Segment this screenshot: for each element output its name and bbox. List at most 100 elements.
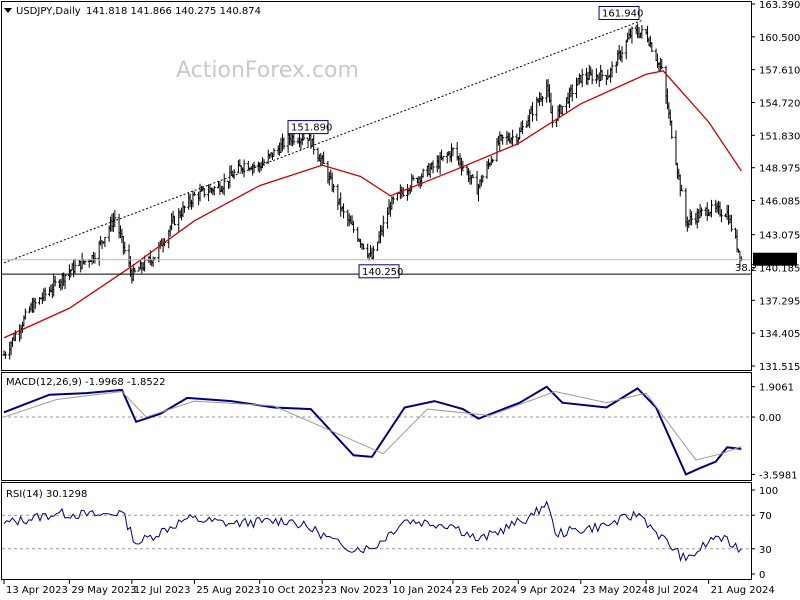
price-y-tick-label: 140.185 [759,264,800,275]
x-tick-label: 8 Jul 2024 [648,585,698,596]
price-bar [3,351,7,359]
price-bar [421,168,425,178]
price-bar [212,185,216,196]
price-bar [674,130,678,166]
price-bar [700,207,704,217]
price-bar [491,158,495,164]
price-bar [312,134,316,155]
x-tick-label: 23 May 2024 [583,585,648,596]
price-bar [719,209,723,223]
price-bar [292,133,296,145]
price-bar [570,84,574,102]
moving-average-line [3,70,742,339]
price-bar [670,120,674,139]
x-tick-label: 13 Apr 2023 [6,585,68,596]
price-bar [133,267,137,273]
price-bar [560,105,564,116]
price-bar [391,196,395,205]
price-bar [690,211,694,226]
x-tick-label: 29 May 2023 [71,585,136,596]
x-tick-label: 10 Oct 2023 [262,585,324,596]
price-y-tick-label: 134.405 [759,329,800,340]
retracement-label: 38.2 [735,263,757,274]
macd-panel-frame [1,372,752,481]
price-y-tick-label: 151.830 [759,131,800,142]
x-tick-label: 10 Jan 2024 [392,585,452,596]
price-bar [600,69,604,81]
price-bar [63,274,67,290]
price-bar [272,147,276,157]
price-bar [624,39,628,60]
price-bar [471,174,475,179]
price-y-tick-label: 131.515 [759,362,800,373]
price-y-tick-label: 146.085 [759,197,800,208]
price-bar [336,184,340,210]
price-bar [501,135,505,145]
price-bar [590,69,594,85]
price-bar [172,215,176,226]
x-tick-label: 23 Nov 2023 [324,585,388,596]
price-bar [232,169,236,180]
price-bar [342,203,346,219]
rsi-line [3,500,742,563]
price-bar [252,161,256,174]
price-bar [242,159,246,178]
rsi-y-tick-label: 70 [759,511,772,522]
price-bar [182,205,186,213]
price-bar [630,26,634,44]
price-bar [580,68,584,88]
price-bar [540,96,544,107]
price-bar [371,245,375,261]
price-bar [143,255,147,272]
rsi-y-tick-label: 100 [759,486,778,497]
price-bar [640,24,644,39]
price-bar [83,260,87,265]
ohlc-values: 141.818 141.866 140.275 140.874 [86,6,261,17]
price-bar [192,191,196,196]
price-label-text: 140.250 [362,267,403,278]
price-bar [610,61,614,78]
price-bar [481,174,485,183]
price-bar [322,151,326,165]
macd-y-tick-label: 0.00 [759,413,781,424]
price-y-tick-label: 160.500 [759,33,800,44]
price-extreme-label: 140.250 [358,264,403,279]
price-y-tick-label: 157.610 [759,66,800,77]
price-bar [650,42,654,52]
price-bar [361,243,365,250]
macd-line [3,385,742,476]
price-bar [381,215,385,237]
price-bar [23,308,27,320]
x-tick-label: 9 Apr 2024 [520,585,575,596]
price-bar [411,175,415,181]
price-bar [222,173,226,196]
current-price-badge-text: 140.874 [756,256,797,267]
x-tick-label: 12 Jul 2023 [134,585,191,596]
price-y-tick-label: 163.390 [759,0,800,11]
rsi-title: RSI(14) 30.1298 [6,489,87,500]
price-bar [202,188,206,198]
price-bar [431,160,435,174]
price-bar [282,137,286,150]
price-bar [43,287,47,301]
price-bar [451,147,455,157]
price-bar [401,187,405,197]
dropdown-triangle-icon[interactable] [4,8,12,13]
price-bar [351,220,355,233]
current-price-badge [753,252,797,266]
macd-panel: MACD(12,26,9) -1.9968 -1.8522 1.9061 0.00 -… [2,377,798,481]
price-label-text: 161.940 [602,8,643,19]
price-label-box [598,5,640,20]
rsi-y-tick-label: 30 [759,545,772,556]
price-bar [441,155,445,162]
price-panel: 163.390 160.500 157.610 154.720 151.830 148.9… [2,0,800,373]
x-tick-label: 21 Aug 2024 [711,585,775,596]
price-bar [606,69,610,80]
price-bar [680,184,684,192]
price-label-text: 151.890 [291,123,332,134]
price-bar [103,236,107,248]
price-bar [729,214,733,232]
rsi-panel: RSI(14) 30.1298 100 70 30 0 [2,486,778,581]
price-bar [332,183,336,193]
